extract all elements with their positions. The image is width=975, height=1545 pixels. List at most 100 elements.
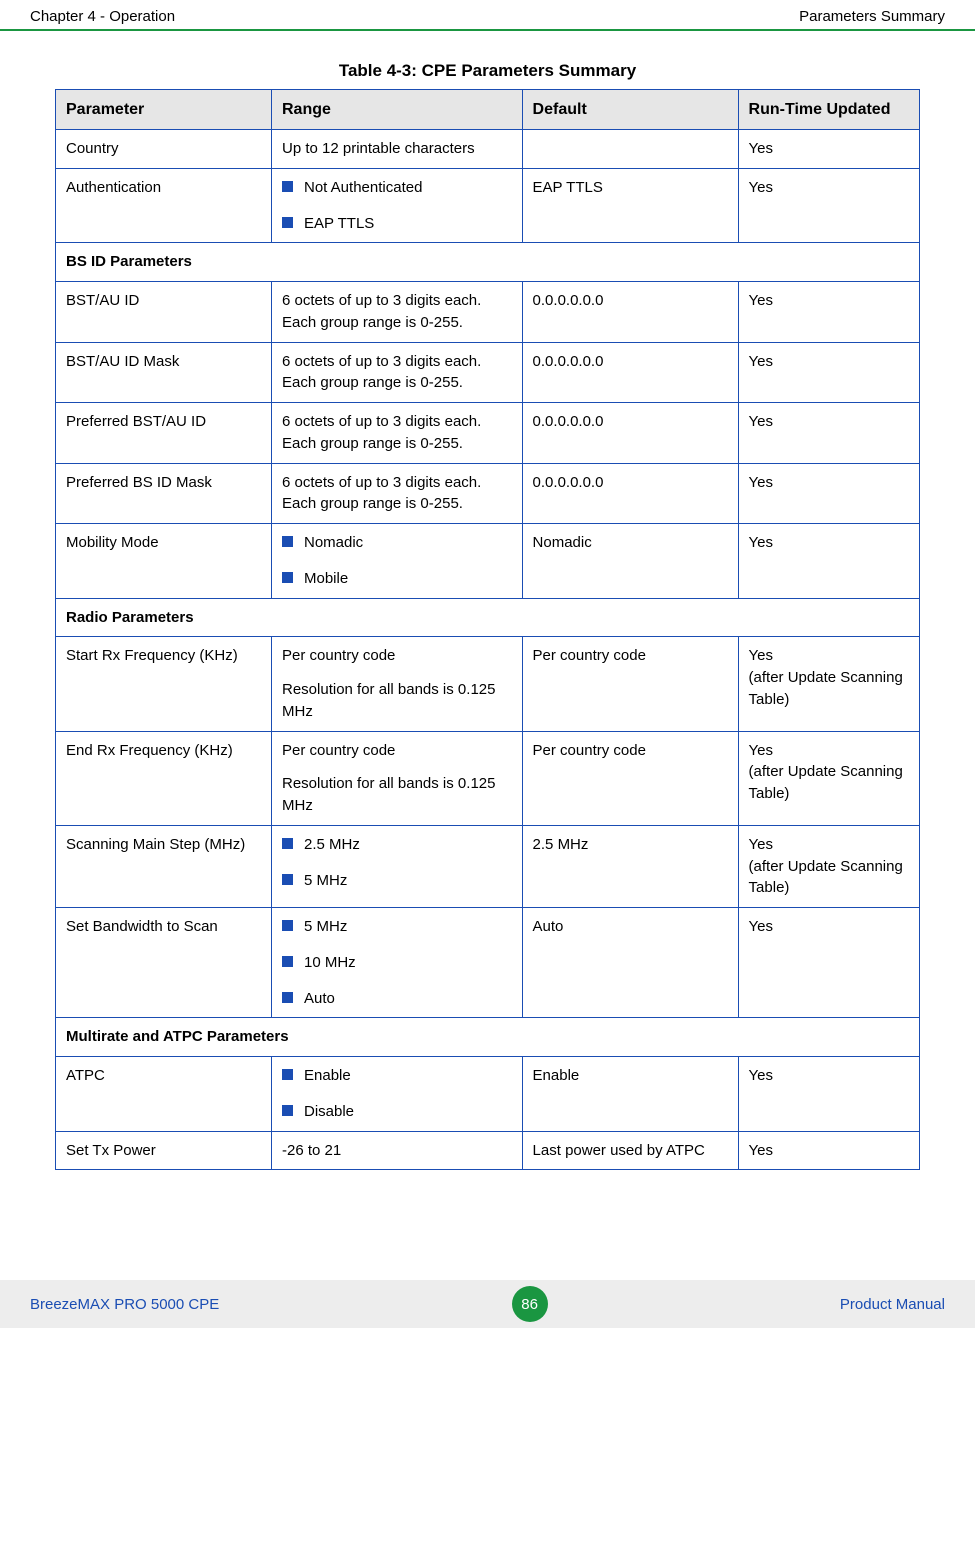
cell-parameter: Authentication — [56, 168, 272, 243]
cell-range: Enable Disable — [272, 1057, 523, 1132]
cell-default: 2.5 MHz — [522, 825, 738, 907]
cell-runtime: Yes — [738, 282, 919, 343]
list-item: Enable — [282, 1065, 512, 1087]
section-row: Multirate and ATPC Parameters — [56, 1018, 920, 1057]
list-item: 5 MHz — [282, 870, 512, 892]
cell-parameter: ATPC — [56, 1057, 272, 1132]
section-label: BS ID Parameters — [56, 243, 920, 282]
section-row: Radio Parameters — [56, 598, 920, 637]
cell-parameter: BST/AU ID Mask — [56, 342, 272, 403]
cell-default: Last power used by ATPC — [522, 1131, 738, 1170]
table-row: Set Bandwidth to Scan 5 MHz 10 MHz Auto Auto… — [56, 908, 920, 1018]
cell-range: 6 octets of up to 3 digits each. Each gr… — [272, 463, 523, 524]
list-item: Auto — [282, 988, 512, 1010]
cell-parameter: End Rx Frequency (KHz) — [56, 731, 272, 825]
cell-range: 6 octets of up to 3 digits each. Each gr… — [272, 342, 523, 403]
cell-parameter: Set Bandwidth to Scan — [56, 908, 272, 1018]
range-list: Nomadic Mobile — [282, 532, 512, 590]
section-label: Radio Parameters — [56, 598, 920, 637]
list-item: Not Authenticated — [282, 177, 512, 199]
cell-runtime: Yes — [738, 168, 919, 243]
cell-range: Up to 12 printable characters — [272, 130, 523, 169]
cell-runtime: Yes — [738, 463, 919, 524]
range-block: Per country code Resolution for all bands… — [282, 645, 512, 722]
range-list: 5 MHz 10 MHz Auto — [282, 916, 512, 1009]
table-row: Mobility ModeNomadicMobileNomadicYes — [56, 524, 920, 599]
cell-parameter: Preferred BST/AU ID — [56, 403, 272, 464]
range-list: Not Authenticated EAP TTLS — [282, 177, 512, 235]
cell-runtime: Yes(after Update Scanning Table) — [738, 731, 919, 825]
cell-default: 0.0.0.0.0.0 — [522, 463, 738, 524]
cell-runtime: Yes(after Update Scanning Table) — [738, 825, 919, 907]
range-list: 2.5 MHz 5 MHz — [282, 834, 512, 892]
cell-runtime: Yes — [738, 130, 919, 169]
page-footer: BreezeMAX PRO 5000 CPE 86 Product Manual — [0, 1280, 975, 1328]
list-item: Mobile — [282, 568, 512, 590]
cell-default: Per country code — [522, 637, 738, 731]
cell-range: Per country code Resolution for all bands… — [272, 637, 523, 731]
content-area: Table 4-3: CPE Parameters Summary Parame… — [0, 31, 975, 1190]
cell-range: Per country codeResolution for all bands… — [272, 731, 523, 825]
cell-default: 0.0.0.0.0.0 — [522, 403, 738, 464]
cell-parameter: Set Tx Power — [56, 1131, 272, 1170]
section-label: Multirate and ATPC Parameters — [56, 1018, 920, 1057]
cell-default — [522, 130, 738, 169]
cell-range: 2.5 MHz 5 MHz — [272, 825, 523, 907]
table-row: Set Tx Power-26 to 21Last power used by … — [56, 1131, 920, 1170]
table-row: BST/AU ID6 octets of up to 3 digits each… — [56, 282, 920, 343]
table-row: BST/AU ID Mask6 octets of up to 3 digits… — [56, 342, 920, 403]
cell-range: Nomadic Mobile — [272, 524, 523, 599]
footer-manual: Product Manual — [840, 1296, 945, 1313]
cell-range: -26 to 21 — [272, 1131, 523, 1170]
table-row: Preferred BST/AU ID6 octets of up to 3 d… — [56, 403, 920, 464]
cell-default: Auto — [522, 908, 738, 1018]
table-row: Start Rx Frequency (KHz)Per country code… — [56, 637, 920, 731]
cell-runtime: Yes — [738, 908, 919, 1018]
list-item: Disable — [282, 1101, 512, 1123]
list-item: 2.5 MHz — [282, 834, 512, 856]
page-header: Chapter 4 - Operation Parameters Summary — [0, 0, 975, 31]
table-row: Preferred BS ID Mask6 octets of up to 3 … — [56, 463, 920, 524]
section-row: BS ID Parameters — [56, 243, 920, 282]
col-header-default: Default — [522, 90, 738, 130]
col-header-runtime: Run-Time Updated — [738, 90, 919, 130]
cell-runtime: Yes — [738, 1057, 919, 1132]
cell-range: 6 octets of up to 3 digits each. Each gr… — [272, 403, 523, 464]
header-right: Parameters Summary — [799, 8, 945, 25]
cell-parameter: Start Rx Frequency (KHz) — [56, 637, 272, 731]
table-row: ATPCEnableDisableEnableYes — [56, 1057, 920, 1132]
cell-default: Per country code — [522, 731, 738, 825]
table-row: CountryUp to 12 printable charactersYes — [56, 130, 920, 169]
col-header-parameter: Parameter — [56, 90, 272, 130]
cell-default: EAP TTLS — [522, 168, 738, 243]
cell-default: 0.0.0.0.0.0 — [522, 282, 738, 343]
cell-parameter: Preferred BS ID Mask — [56, 463, 272, 524]
list-item: EAP TTLS — [282, 213, 512, 235]
range-list: Enable Disable — [282, 1065, 512, 1123]
cell-default: 0.0.0.0.0.0 — [522, 342, 738, 403]
page-number-badge: 86 — [512, 1286, 548, 1322]
list-item: 5 MHz — [282, 916, 512, 938]
range-paragraph: Per country code — [282, 645, 512, 667]
cell-range: Not Authenticated EAP TTLS — [272, 168, 523, 243]
list-item: Nomadic — [282, 532, 512, 554]
cell-runtime: Yes(after Update Scanning Table) — [738, 637, 919, 731]
list-item: 10 MHz — [282, 952, 512, 974]
cell-range: 6 octets of up to 3 digits each. Each gr… — [272, 282, 523, 343]
cell-runtime: Yes — [738, 1131, 919, 1170]
table-row: Authentication Not Authenticated EAP TTLS E… — [56, 168, 920, 243]
cell-runtime: Yes — [738, 524, 919, 599]
cell-runtime: Yes — [738, 403, 919, 464]
range-block: Per country codeResolution for all bands… — [282, 740, 512, 817]
col-header-range: Range — [272, 90, 523, 130]
cell-default: Enable — [522, 1057, 738, 1132]
table-row: End Rx Frequency (KHz)Per country codeRe… — [56, 731, 920, 825]
table-header-row: Parameter Range Default Run-Time Updated — [56, 90, 920, 130]
table-caption: Table 4-3: CPE Parameters Summary — [55, 61, 920, 81]
cell-default: Nomadic — [522, 524, 738, 599]
range-paragraph: Resolution for all bands is 0.125 MHz — [282, 679, 512, 723]
cell-parameter: Mobility Mode — [56, 524, 272, 599]
table-row: Scanning Main Step (MHz)2.5 MHz5 MHz2.5 … — [56, 825, 920, 907]
header-left: Chapter 4 - Operation — [30, 8, 175, 25]
range-paragraph: Resolution for all bands is 0.125 MHz — [282, 773, 512, 817]
